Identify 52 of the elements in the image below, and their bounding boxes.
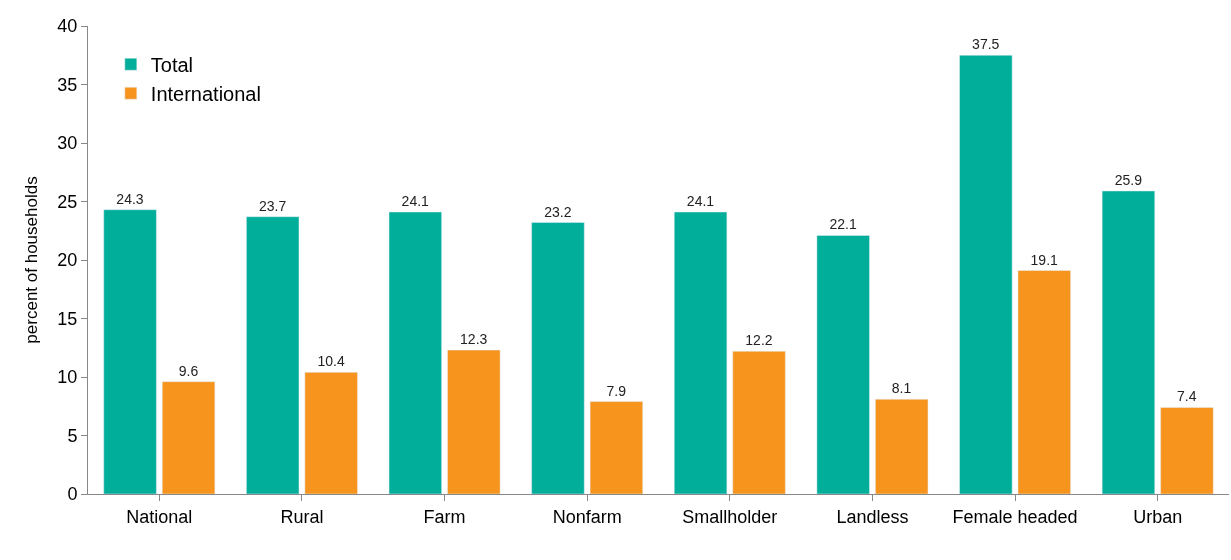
data-label: 7.9 xyxy=(606,382,627,399)
y-tick-label: 15 xyxy=(57,308,78,329)
legend-label: Total xyxy=(150,54,194,77)
data-label: 24.3 xyxy=(116,190,144,207)
y-tick-label: 5 xyxy=(67,425,78,446)
x-tick-label: Farm xyxy=(423,506,466,527)
bar xyxy=(816,235,870,494)
data-label: 23.7 xyxy=(258,197,287,214)
y-tick-label: 30 xyxy=(57,133,78,154)
data-label: 12.2 xyxy=(745,332,773,349)
x-tick-label: Rural xyxy=(280,506,324,527)
data-label: 19.1 xyxy=(1030,251,1059,268)
data-label: 10.4 xyxy=(317,353,345,370)
x-tick-label: Landless xyxy=(836,506,909,527)
y-tick-label: 40 xyxy=(57,16,78,37)
y-tick-label: 25 xyxy=(57,191,78,212)
data-label: 9.6 xyxy=(178,362,199,379)
bar xyxy=(732,351,786,494)
bar xyxy=(1101,190,1156,494)
x-tick-label: Female headed xyxy=(952,506,1078,527)
bar xyxy=(447,349,501,494)
bar xyxy=(674,211,728,494)
y-tick-label: 10 xyxy=(57,367,78,388)
bar xyxy=(1160,407,1214,494)
bar xyxy=(103,209,157,494)
bar xyxy=(246,216,300,494)
data-label: 24.1 xyxy=(686,193,715,210)
x-tick-label: Urban xyxy=(1133,506,1183,527)
bar xyxy=(304,372,358,494)
y-tick-label: 35 xyxy=(57,74,78,95)
bar xyxy=(161,381,216,494)
y-axis-title: percent of households xyxy=(21,176,41,344)
data-label: 25.9 xyxy=(1114,171,1143,188)
data-label: 7.4 xyxy=(1177,388,1197,405)
x-tick-label: Smallholder xyxy=(682,506,778,527)
y-tick-label: 20 xyxy=(57,250,78,271)
bar xyxy=(388,211,442,494)
bar xyxy=(959,55,1013,494)
data-label: 37.5 xyxy=(972,36,1000,53)
data-label: 23.2 xyxy=(544,203,572,220)
data-label: 8.1 xyxy=(891,380,912,397)
data-label: 24.1 xyxy=(401,193,430,210)
legend-label: International xyxy=(150,83,261,106)
data-label: 22.1 xyxy=(829,216,857,233)
bar xyxy=(1017,270,1071,494)
bar xyxy=(589,401,643,494)
y-tick-label: 0 xyxy=(67,484,78,505)
bar xyxy=(531,222,585,494)
x-tick-label: National xyxy=(126,506,193,527)
bar xyxy=(875,398,929,494)
data-label: 12.3 xyxy=(460,331,488,348)
x-tick-label: Nonfarm xyxy=(552,506,622,527)
